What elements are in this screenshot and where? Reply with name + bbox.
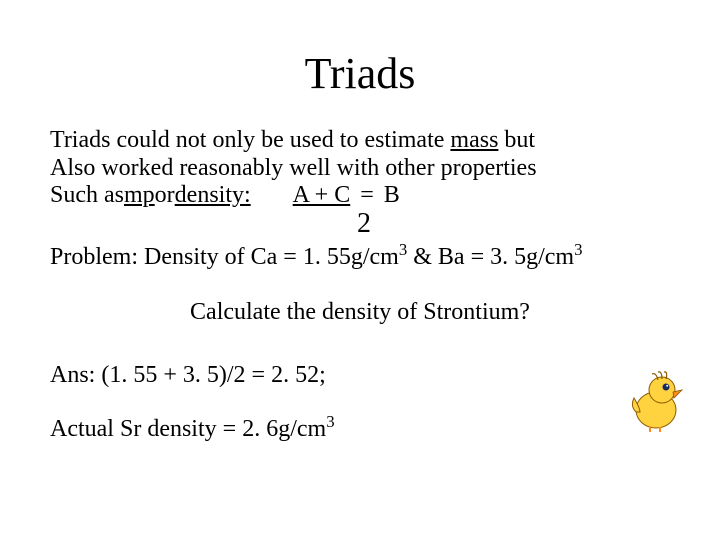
formula-denominator-row: 2 — [357, 210, 670, 238]
text: & Ba = — [407, 244, 490, 270]
problem-line: Problem: Density of Ca = 1. 55g/cm3 & Ba… — [50, 244, 670, 272]
unit-sup: 3 — [399, 240, 407, 259]
body-text: Triads could not only be used to estimat… — [50, 127, 670, 271]
formula-equals: = — [360, 182, 374, 210]
formula-denominator: 2 — [357, 208, 371, 239]
ca-density-value: 1. 55 — [303, 244, 351, 270]
paragraph-line-3: Such as mp or density: A + C = B — [50, 182, 670, 210]
unit: g/cm — [351, 244, 399, 270]
actual-density-line: Actual Sr density = 2. 6g/cm3 — [50, 416, 670, 444]
text: Problem: Density of Ca = — [50, 244, 303, 270]
formula-rhs: B — [384, 182, 400, 210]
paragraph-line-2: Also worked reasonably well with other p… — [50, 155, 670, 183]
actual-density-value: 2. 6 — [242, 416, 278, 442]
slide-title: Triads — [0, 48, 720, 99]
answer-block: Ans: (1. 55 + 3. 5)/2 = 2. 52; Actual Sr… — [50, 362, 670, 443]
chick-icon — [628, 368, 684, 432]
answer-text: Ans: (1. 55 + 3. 5)/2 = 2. 52; — [50, 362, 670, 390]
paragraph-line-1: Triads could not only be used to estimat… — [50, 127, 670, 155]
formula-numerator: A + C — [293, 182, 351, 210]
underline-mass: mass — [450, 127, 498, 153]
unit-sup: 3 — [326, 412, 334, 431]
text: Actual Sr density = — [50, 416, 242, 442]
text: Such as — [50, 182, 124, 210]
ba-density-value: 3. 5 — [490, 244, 526, 270]
unit-sup: 3 — [574, 240, 582, 259]
unit: g/cm — [526, 244, 574, 270]
text: Triads could not only be used to estimat… — [50, 127, 450, 153]
text: or — [155, 182, 175, 210]
underline-mp: mp — [124, 182, 155, 210]
text: but — [498, 127, 535, 153]
unit: g/cm — [278, 416, 326, 442]
slide: Triads Triads could not only be used to … — [0, 48, 720, 540]
question-text: Calculate the density of Strontium? — [0, 299, 720, 326]
underline-density: density: — [175, 182, 251, 210]
